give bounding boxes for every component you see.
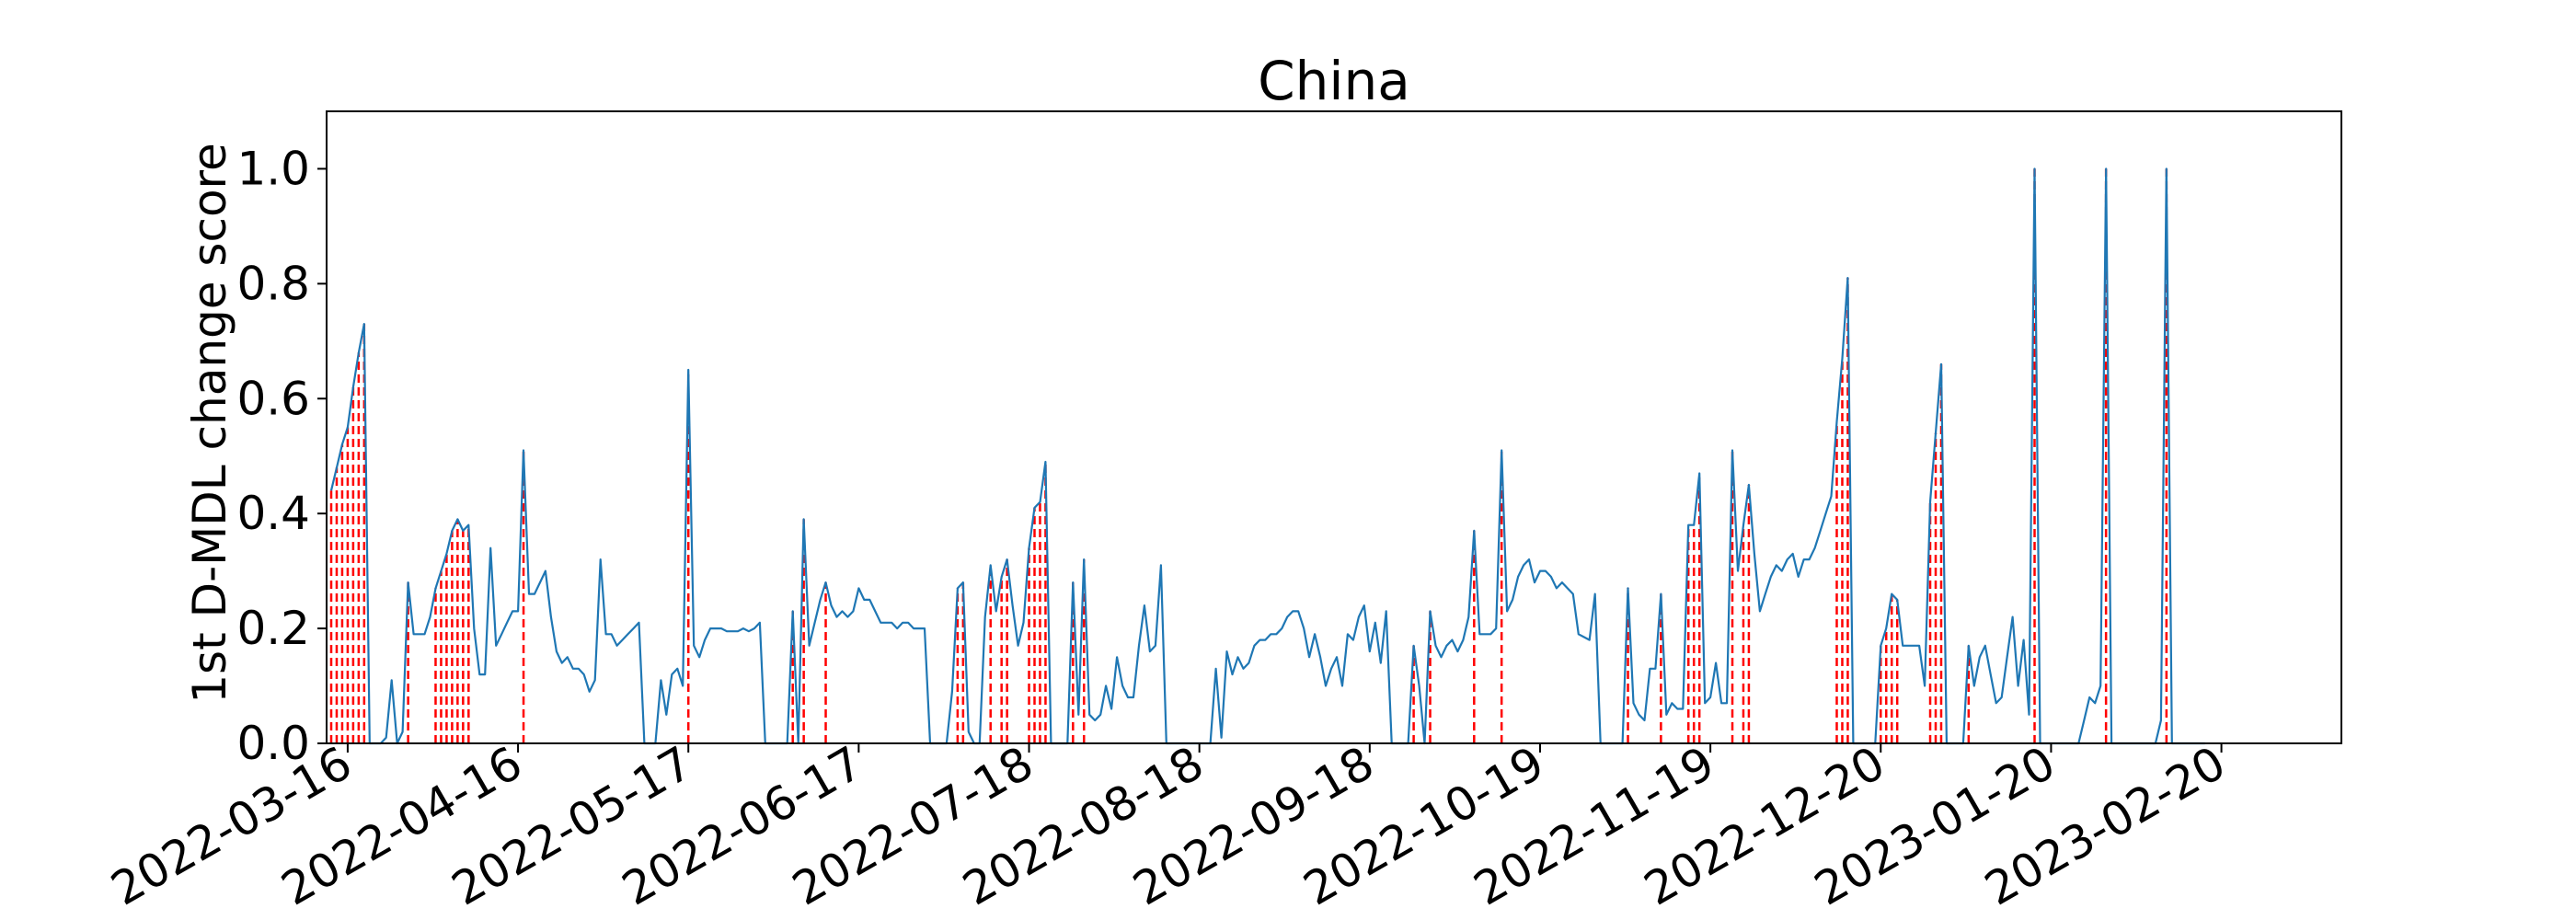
plot-area-frame: [326, 110, 2342, 744]
y-tick-label: 0.8: [236, 257, 310, 310]
y-axis-label: 1st D-MDL change score: [183, 143, 236, 704]
y-tick-label: 0.2: [236, 602, 310, 655]
y-tick-label: 0.6: [236, 372, 310, 425]
y-tick-label: 1.0: [236, 142, 310, 195]
series-line: [329, 167, 2205, 745]
series-group: [329, 167, 2205, 745]
x-axis: 2022-03-162022-04-162022-05-172022-06-17…: [102, 736, 2234, 916]
alarm-lines: [329, 168, 2168, 743]
y-axis: 0.0 0.2 0.4 0.6 0.8 1.0: [236, 142, 327, 770]
y-tick-label: 0.0: [236, 717, 310, 770]
y-tick-label: 0.4: [236, 487, 310, 540]
chart-title: China: [1258, 50, 1410, 112]
